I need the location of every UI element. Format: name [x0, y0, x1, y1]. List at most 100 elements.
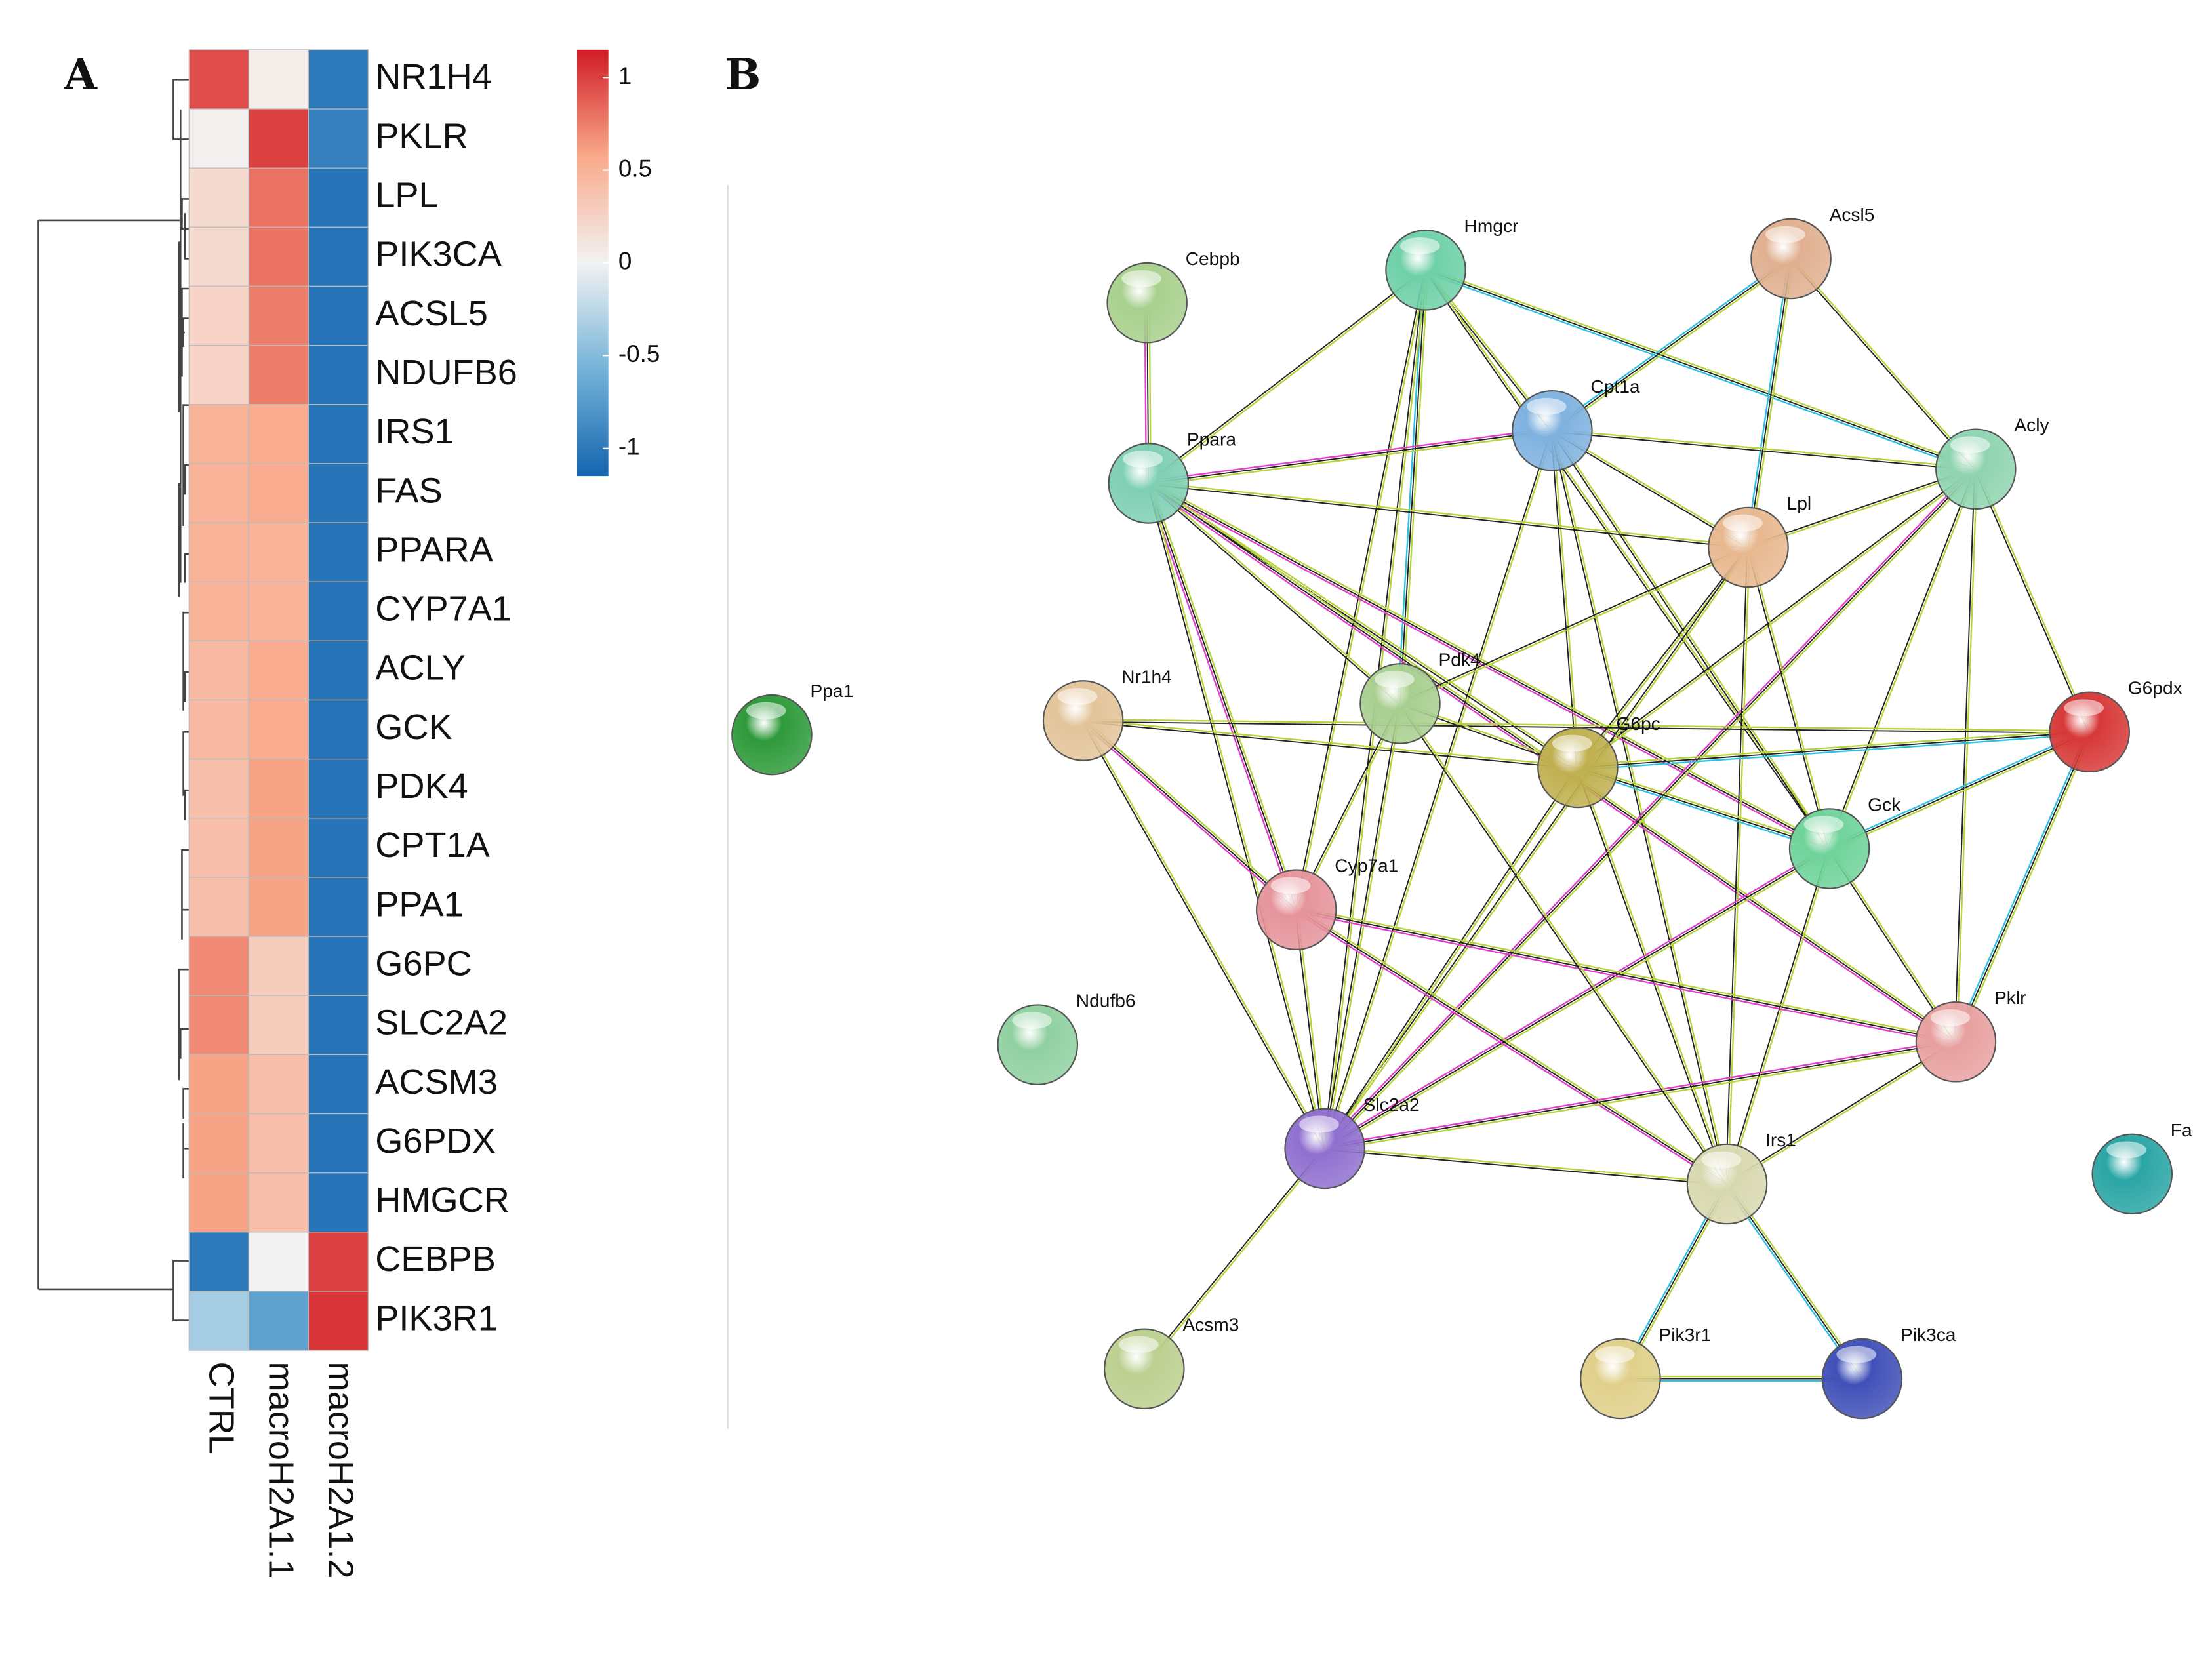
network-edge — [1748, 258, 1792, 548]
colorbar-tick-label: -0.5 — [618, 340, 660, 367]
network-edge — [1295, 270, 1426, 910]
network-edge — [1828, 468, 1976, 849]
network-edge — [1954, 469, 1976, 1042]
heatmap-cell — [188, 285, 249, 346]
node-highlight — [1123, 451, 1163, 468]
heatmap-cell — [308, 49, 369, 110]
network-edge — [1577, 767, 1830, 849]
network-edge — [1296, 909, 1956, 1043]
column-label: macroH2A1.2 — [321, 1361, 361, 1578]
row-label: NDUFB6 — [375, 353, 517, 392]
node-highlight — [1118, 1336, 1159, 1353]
network-edge — [1145, 483, 1295, 911]
heatmap: NR1H4 PKLR LPL PIK3CA ACSL5 NDUFB6 IRS1 FAS PPAR… — [188, 49, 517, 1579]
heatmap-cell — [188, 581, 249, 641]
heatmap-cell — [308, 226, 369, 287]
network-edge — [1578, 767, 1729, 1184]
colorbar-tick-label: 0 — [618, 248, 632, 275]
heatmap-cell — [248, 936, 309, 996]
heatmap-cell — [308, 1054, 369, 1115]
network-edge — [1956, 469, 1978, 1042]
network-edge — [1324, 848, 1830, 1150]
heatmap-cell — [308, 108, 369, 169]
node-highlight — [1057, 688, 1098, 706]
node-highlight — [1930, 1009, 1971, 1026]
network-edge — [1083, 721, 1578, 770]
row-label: FAS — [375, 471, 442, 510]
network-edge — [1144, 1148, 1327, 1371]
network-edge — [1081, 721, 1296, 912]
network-edge — [1150, 482, 1300, 910]
row-label: LPL — [375, 176, 438, 215]
heatmap-cell — [248, 49, 309, 110]
node-highlight — [1765, 226, 1805, 243]
network-edge — [1324, 468, 1977, 1150]
node-label: Fa — [2171, 1119, 2192, 1140]
network-edge — [1081, 721, 1325, 1150]
network-edge — [1324, 1149, 1727, 1186]
heatmap-cell — [248, 758, 309, 819]
row-label: ACSM3 — [375, 1062, 498, 1102]
network-edge — [1295, 911, 1956, 1045]
network-edge — [1325, 1043, 1957, 1152]
network-edge — [1578, 733, 2090, 771]
heatmap-cell — [188, 1054, 249, 1115]
heatmap-cell — [188, 758, 249, 819]
node-label: G6pc — [1616, 713, 1660, 734]
network-edge — [1399, 270, 1426, 704]
heatmap-cell — [308, 995, 369, 1056]
network-edge — [1147, 268, 1426, 483]
row-label: ACLY — [375, 649, 465, 688]
network-edge — [1550, 430, 1727, 1185]
node-label: Nr1h4 — [1121, 666, 1172, 687]
heatmap-cell — [248, 167, 309, 228]
node-highlight — [1803, 816, 1844, 833]
heatmap-cell — [308, 285, 369, 346]
row-label: CPT1A — [375, 826, 490, 865]
node-label: Hmgcr — [1464, 215, 1519, 236]
heatmap-cell — [188, 995, 249, 1056]
network-edge — [1323, 546, 1748, 1148]
network-edge — [1401, 270, 1429, 704]
node-highlight — [1121, 270, 1161, 287]
heatmap-cell — [308, 463, 369, 523]
network-edge — [1148, 428, 1552, 482]
network-edge — [1577, 731, 2090, 769]
node-label: Cebpb — [1186, 248, 1240, 269]
network-edge — [1147, 483, 1400, 705]
column-label: CTRL — [201, 1361, 241, 1454]
network-edge — [1084, 718, 1298, 909]
row-label: CEBPB — [375, 1239, 496, 1279]
colorbar-tick-label: 0.5 — [618, 155, 652, 182]
heatmap-cell — [308, 936, 369, 996]
network-edge — [1550, 256, 1790, 430]
node-label: Pklr — [1994, 987, 2026, 1008]
heatmap-cell — [188, 108, 249, 169]
network-edge — [1577, 769, 1829, 852]
node-highlight — [1270, 877, 1311, 894]
network-nodes: Cebpb Hmgcr Acsl5 Cpt1a Ppara Acly Lpl Ppa1 Nr1h… — [731, 204, 2192, 1420]
heatmap-cell — [308, 758, 369, 819]
network-edge — [1147, 484, 1829, 852]
network-edge — [1830, 469, 1978, 850]
network-edge — [1146, 483, 1325, 1150]
network-edge — [1750, 258, 1794, 548]
dendrogram — [37, 79, 190, 1321]
network-edge — [1552, 258, 1792, 431]
node-label: Ppa1 — [810, 680, 853, 701]
heatmap-cell — [308, 1291, 369, 1351]
network-edge — [1148, 481, 1749, 547]
network-edge — [1727, 1042, 1958, 1186]
network-edge — [1399, 546, 1748, 704]
network-edge — [1297, 907, 1729, 1183]
network-edge — [1426, 267, 1977, 468]
network-edge — [1398, 704, 1727, 1186]
heatmap-cell — [248, 1113, 309, 1174]
colorbar-tick-label: -1 — [618, 433, 640, 460]
row-label: PIK3CA — [375, 235, 502, 274]
heatmap-cell — [188, 877, 249, 937]
node-label: Pik3ca — [1900, 1324, 1956, 1345]
network-edge — [1148, 270, 1427, 485]
node-label: Cyp7a1 — [1335, 855, 1398, 876]
